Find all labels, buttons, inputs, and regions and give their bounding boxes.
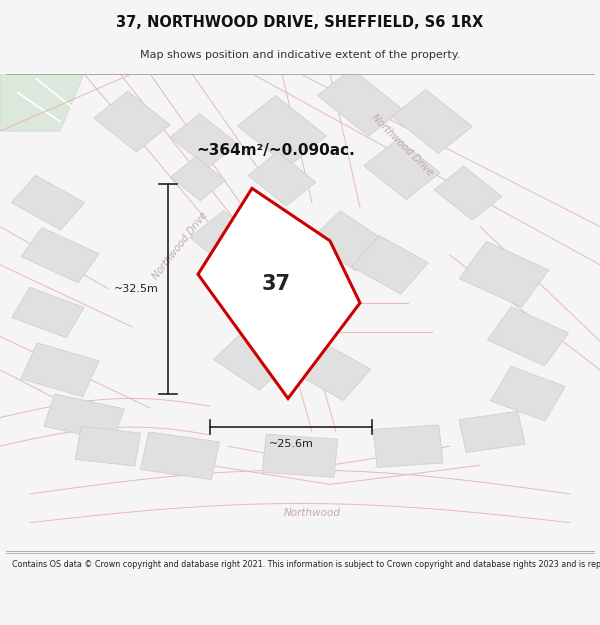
Polygon shape	[12, 288, 84, 338]
Polygon shape	[460, 241, 548, 308]
Polygon shape	[94, 91, 170, 152]
Polygon shape	[21, 343, 99, 397]
Polygon shape	[238, 96, 326, 166]
Text: Contains OS data © Crown copyright and database right 2021. This information is : Contains OS data © Crown copyright and d…	[12, 560, 600, 569]
Text: ~25.6m: ~25.6m	[269, 439, 313, 449]
Polygon shape	[459, 411, 525, 452]
Polygon shape	[262, 434, 338, 478]
Polygon shape	[198, 188, 360, 399]
Text: 37, NORTHWOOD DRIVE, SHEFFIELD, S6 1RX: 37, NORTHWOOD DRIVE, SHEFFIELD, S6 1RX	[116, 14, 484, 29]
Text: ~364m²/~0.090ac.: ~364m²/~0.090ac.	[197, 142, 355, 158]
Polygon shape	[76, 426, 140, 466]
Polygon shape	[310, 211, 386, 271]
Text: Northwood: Northwood	[284, 508, 341, 518]
Text: 37: 37	[262, 274, 290, 294]
Polygon shape	[140, 432, 220, 479]
Text: Northwood Drive: Northwood Drive	[151, 210, 209, 281]
Polygon shape	[248, 152, 316, 206]
Polygon shape	[491, 366, 565, 421]
Polygon shape	[392, 89, 472, 154]
Polygon shape	[317, 69, 403, 136]
Polygon shape	[190, 211, 266, 271]
Polygon shape	[352, 236, 428, 294]
Polygon shape	[434, 166, 502, 220]
Polygon shape	[11, 175, 85, 230]
Polygon shape	[364, 139, 440, 199]
Polygon shape	[21, 228, 99, 282]
Polygon shape	[0, 74, 84, 131]
Polygon shape	[170, 157, 226, 201]
Polygon shape	[44, 394, 124, 441]
Text: ~32.5m: ~32.5m	[114, 284, 159, 294]
Polygon shape	[289, 339, 371, 401]
Text: Northwood Drive: Northwood Drive	[369, 112, 435, 178]
Polygon shape	[214, 330, 290, 390]
Polygon shape	[487, 307, 569, 366]
Polygon shape	[170, 114, 238, 168]
Text: Map shows position and indicative extent of the property.: Map shows position and indicative extent…	[140, 50, 460, 60]
Polygon shape	[250, 225, 326, 286]
Polygon shape	[373, 425, 443, 468]
